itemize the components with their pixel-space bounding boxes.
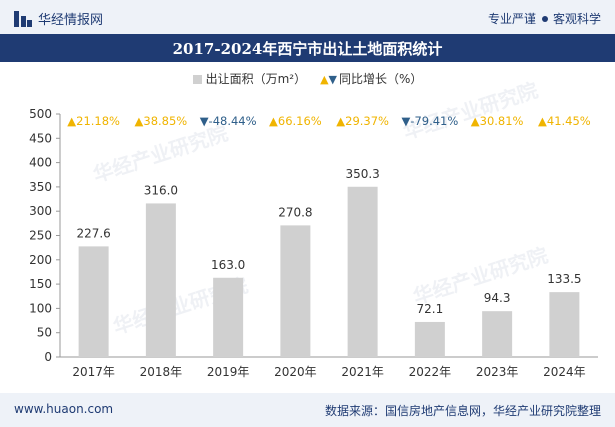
growth-value: 38.85% (143, 114, 187, 128)
y-tick-label: 150 (29, 277, 52, 291)
footer: www.huaon.com 数据来源：国信房地产信息网，华经产业研究院整理 (0, 393, 615, 427)
x-tick-label: 2017年 (72, 365, 115, 379)
up-triangle-icon: ▲ (135, 114, 144, 128)
growth-value: 21.18% (76, 114, 120, 128)
growth-label-up: ▲30.81% (471, 114, 524, 128)
x-tick-label: 2021年 (341, 365, 384, 379)
bar-value-label: 227.6 (76, 226, 110, 240)
growth-value: 29.37% (345, 114, 389, 128)
slogan-right: 客观科学 (552, 12, 601, 26)
down-triangle-icon: ▼ (401, 114, 410, 128)
title-bar: 2017-2024年西宁市出让土地面积统计 (0, 34, 615, 62)
bar-value-label: 350.3 (345, 167, 379, 181)
bar-value-label: 94.3 (484, 291, 511, 305)
legend-area-label: 出让面积（万m²） (205, 72, 307, 86)
bar (78, 246, 109, 357)
logo-bars-icon (14, 10, 32, 27)
legend: 出让面积（万m²） ▲▼ 同比增长（%） (0, 70, 615, 87)
growth-label-up: ▲38.85% (135, 114, 188, 128)
x-tick-label: 2018年 (140, 365, 183, 379)
y-tick-label: 300 (29, 204, 52, 218)
logo: 华经情报网 (14, 9, 103, 28)
up-triangle-icon: ▲ (336, 114, 345, 128)
bar (482, 311, 513, 357)
bar (145, 203, 176, 357)
footer-source: 数据来源：国信房地产信息网，华经产业研究院整理 (324, 404, 601, 418)
bar (347, 186, 378, 357)
y-tick-label: 100 (29, 301, 52, 315)
growth-label-down: ▼-48.44% (200, 114, 257, 128)
bar-value-label: 316.0 (144, 183, 178, 197)
y-tick-label: 250 (29, 229, 52, 243)
legend-down-triangle-icon: ▼ (328, 73, 338, 86)
bar (549, 292, 580, 357)
footer-site: www.huaon.com (14, 402, 114, 416)
chart-area: 0 50 100 150 200 250 300 350 400 450 500 227.6 2017年… (29, 107, 598, 379)
growth-label-up: ▲41.45% (538, 114, 591, 128)
legend-bar-swatch (192, 75, 202, 84)
y-tick-label: 200 (29, 253, 52, 267)
y-tick-label: 350 (29, 180, 52, 194)
bar-value-label: 163.0 (211, 258, 245, 272)
y-tick-label: 450 (29, 131, 52, 145)
growth-label-up: ▲29.37% (336, 114, 389, 128)
bar-value-label: 270.8 (278, 205, 312, 219)
top-banner: 华经情报网 专业严谨 客观科学 (0, 0, 615, 34)
y-tick-label: 400 (29, 156, 52, 170)
growth-label-down: ▼-79.41% (401, 114, 458, 128)
down-triangle-icon: ▼ (200, 114, 209, 128)
growth-value: -79.41% (410, 114, 458, 128)
legend-up-triangle-icon: ▲ (320, 73, 329, 86)
growth-value: 66.16% (278, 114, 322, 128)
x-tick-label: 2024年 (543, 365, 586, 379)
y-tick-label: 50 (37, 326, 52, 340)
up-triangle-icon: ▲ (471, 114, 480, 128)
up-triangle-icon: ▲ (269, 114, 278, 128)
bar-value-label: 72.1 (417, 302, 444, 316)
up-triangle-icon: ▲ (538, 114, 547, 128)
x-tick-label: 2019年 (207, 365, 250, 379)
legend-growth-label: 同比增长（%） (339, 72, 423, 86)
growth-value: -48.44% (209, 114, 257, 128)
up-triangle-icon: ▲ (67, 114, 76, 128)
growth-label-up: ▲21.18% (67, 114, 120, 128)
bar-value-label: 133.5 (547, 272, 581, 286)
x-tick-label: 2023年 (476, 365, 519, 379)
bar (414, 321, 445, 357)
growth-label-up: ▲66.16% (269, 114, 322, 128)
y-tick-label: 0 (44, 350, 52, 364)
bar (213, 277, 244, 357)
growth-value: 41.45% (547, 114, 591, 128)
slogan: 专业严谨 客观科学 (488, 10, 601, 27)
x-tick-label: 2022年 (409, 365, 452, 379)
x-tick-label: 2020年 (274, 365, 317, 379)
chart-title: 2017-2024年西宁市出让土地面积统计 (172, 40, 443, 58)
logo-text: 华经情报网 (38, 13, 104, 28)
growth-value: 30.81% (480, 114, 524, 128)
y-tick-label: 500 (29, 107, 52, 121)
slogan-left: 专业严谨 (487, 12, 536, 26)
dot-icon (541, 16, 548, 22)
bar (280, 225, 311, 357)
